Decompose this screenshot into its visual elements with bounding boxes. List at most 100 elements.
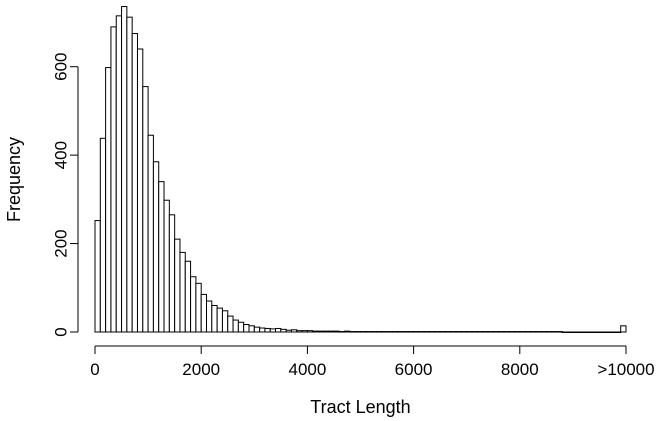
histogram-bar — [583, 331, 590, 333]
histogram-bar — [513, 331, 521, 333]
histogram-bar — [551, 331, 558, 333]
histogram-bar — [423, 331, 431, 333]
x-tick-label: >10000 — [597, 360, 654, 379]
histogram-bar — [296, 330, 303, 333]
y-tick-label: 200 — [51, 229, 70, 257]
histogram-bar — [540, 331, 547, 333]
histogram-bar — [609, 331, 616, 333]
histogram-bar — [529, 331, 537, 333]
histogram-bar — [211, 304, 218, 333]
x-tick-label: 2000 — [182, 360, 220, 379]
histogram-bar — [476, 331, 484, 333]
histogram-bar — [237, 321, 245, 333]
histogram-bar — [131, 33, 138, 333]
y-axis-title: Frequency — [4, 137, 24, 222]
histogram-bar — [455, 331, 462, 333]
histogram-bar — [243, 323, 250, 333]
histogram-bar — [312, 330, 319, 333]
histogram-bar — [498, 331, 505, 333]
histogram-bar — [508, 331, 515, 333]
histogram-bar — [338, 331, 346, 333]
histogram-bar — [147, 134, 154, 333]
histogram-bar — [487, 331, 494, 333]
histogram-bar — [407, 331, 415, 333]
histogram-bar — [121, 6, 128, 333]
histogram-bar — [221, 310, 229, 333]
histogram-bar — [360, 331, 367, 333]
histogram-bar — [593, 331, 600, 333]
histogram-bar — [174, 238, 181, 333]
axes-layer: 0 2000 4000 6000 8000 >10000 0 200 400 600 — [51, 53, 654, 379]
histogram-bar — [519, 331, 526, 333]
x-axis-title: Tract Length — [310, 397, 410, 417]
histogram-bar — [306, 330, 314, 333]
histogram-bar — [535, 331, 542, 333]
y-tick-label: 400 — [51, 141, 70, 169]
histogram-bar — [450, 331, 457, 333]
histogram-bar — [598, 331, 606, 333]
histogram-bar — [466, 331, 473, 333]
histogram-bar — [614, 331, 622, 333]
histogram-bar — [556, 331, 563, 333]
histogram-bar — [227, 315, 234, 333]
histogram-bar — [253, 326, 261, 333]
histogram-bar — [620, 325, 627, 333]
histogram-bar — [349, 331, 356, 333]
histogram-bar — [413, 331, 420, 333]
histogram-bar — [99, 137, 107, 333]
histogram-bar — [397, 331, 404, 333]
histogram-bar — [386, 331, 393, 333]
histogram-bar — [492, 331, 500, 333]
histogram-bar — [402, 331, 409, 333]
y-tick-label: 0 — [51, 327, 70, 336]
histogram-bar — [381, 331, 388, 333]
histogram-bar — [115, 15, 123, 333]
histogram-bar — [264, 327, 271, 333]
histogram-bar — [572, 331, 579, 333]
histogram-bar — [503, 331, 510, 333]
histogram-bar — [142, 86, 149, 333]
histogram-bar — [604, 331, 611, 333]
bars-layer — [94, 6, 627, 333]
histogram-bar — [290, 329, 298, 333]
y-tick-label: 600 — [51, 53, 70, 81]
histogram-bar — [280, 328, 287, 333]
histogram-bar — [434, 331, 441, 333]
histogram-bar — [179, 251, 186, 333]
histogram-bar — [216, 307, 223, 333]
histogram-bar — [190, 276, 197, 333]
x-tick-label: 0 — [90, 360, 99, 379]
histogram-bar — [344, 330, 351, 333]
histogram-bar — [259, 327, 266, 333]
histogram-bar — [317, 330, 324, 333]
histogram-bar — [275, 327, 282, 333]
histogram-bar — [365, 331, 372, 333]
histogram-bar — [561, 331, 569, 333]
histogram-bar — [301, 330, 308, 333]
histogram-bar — [328, 330, 335, 333]
histogram-bar — [158, 181, 165, 333]
histogram-bar — [375, 331, 383, 333]
histogram-bar — [136, 48, 144, 333]
histogram-bar — [200, 293, 208, 333]
histogram-bar — [269, 328, 277, 333]
histogram-bar — [482, 331, 489, 333]
histogram-bar — [418, 331, 425, 333]
histogram-bar — [168, 214, 176, 333]
histogram-bar — [206, 300, 213, 333]
histogram-bar — [354, 331, 362, 333]
histogram-bar — [460, 331, 468, 333]
x-tick-label: 4000 — [288, 360, 326, 379]
histogram-bar — [370, 331, 377, 333]
histogram-bar — [285, 329, 292, 333]
histogram-bar — [152, 161, 160, 333]
histogram-bar — [545, 331, 553, 333]
histogram-bar — [232, 319, 239, 333]
x-tick-label: 8000 — [501, 360, 539, 379]
histogram-bar — [588, 331, 595, 333]
x-tick-label: 6000 — [395, 360, 433, 379]
histogram-bar — [524, 331, 531, 333]
histogram-bar — [126, 16, 133, 333]
histogram-bar — [184, 260, 192, 333]
